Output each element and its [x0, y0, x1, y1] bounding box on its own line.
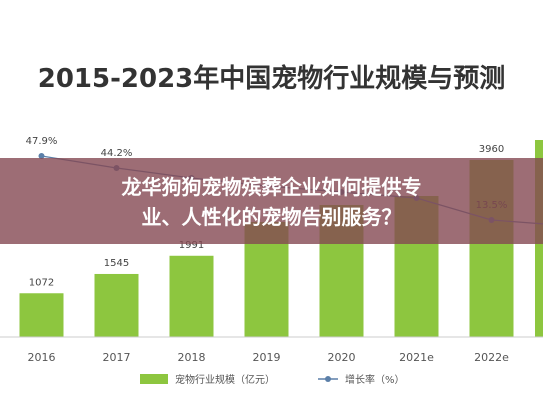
- legend-swatch-bars: [140, 374, 168, 384]
- bar-label-2016: 1072: [29, 277, 54, 288]
- headline-line-2: 业、人性化的宠物告别服务？: [141, 205, 402, 229]
- legend-marker-growth: [325, 376, 331, 382]
- headline-banner: [0, 158, 543, 244]
- bar-label-2018: 1991: [179, 240, 204, 251]
- bar-2016: [19, 293, 64, 337]
- bar-2018: [169, 255, 214, 337]
- legend-label-growth: 增长率（%）: [345, 373, 405, 386]
- x-tick-2022e: 2022e: [474, 351, 509, 364]
- chart-title: 2015-2023年中国宠物行业规模与预测: [37, 64, 506, 94]
- x-tick-2021e: 2021e: [399, 351, 434, 364]
- x-tick-2018: 2018: [178, 351, 206, 364]
- bar-label-2017: 1545: [104, 258, 129, 269]
- legend-label-bars: 宠物行业规模（亿元）: [175, 373, 275, 386]
- x-tick-2017: 2017: [103, 351, 131, 364]
- bar-2017: [94, 273, 139, 337]
- x-tick-2016: 2016: [28, 351, 56, 364]
- growth-label-2016: 47.9%: [26, 136, 58, 147]
- x-tick-2020: 2020: [328, 351, 356, 364]
- headline-line-1: 龙华狗狗宠物殡葬企业如何提供专: [121, 175, 422, 199]
- headline-text: 龙华狗狗宠物殡葬企业如何提供专 业、人性化的宠物告别服务？: [40, 172, 503, 232]
- bar-label-2022e: 3960: [479, 144, 504, 155]
- x-tick-2019: 2019: [253, 351, 281, 364]
- growth-point-2016: [38, 153, 45, 159]
- growth-label-2017: 44.2%: [101, 148, 133, 159]
